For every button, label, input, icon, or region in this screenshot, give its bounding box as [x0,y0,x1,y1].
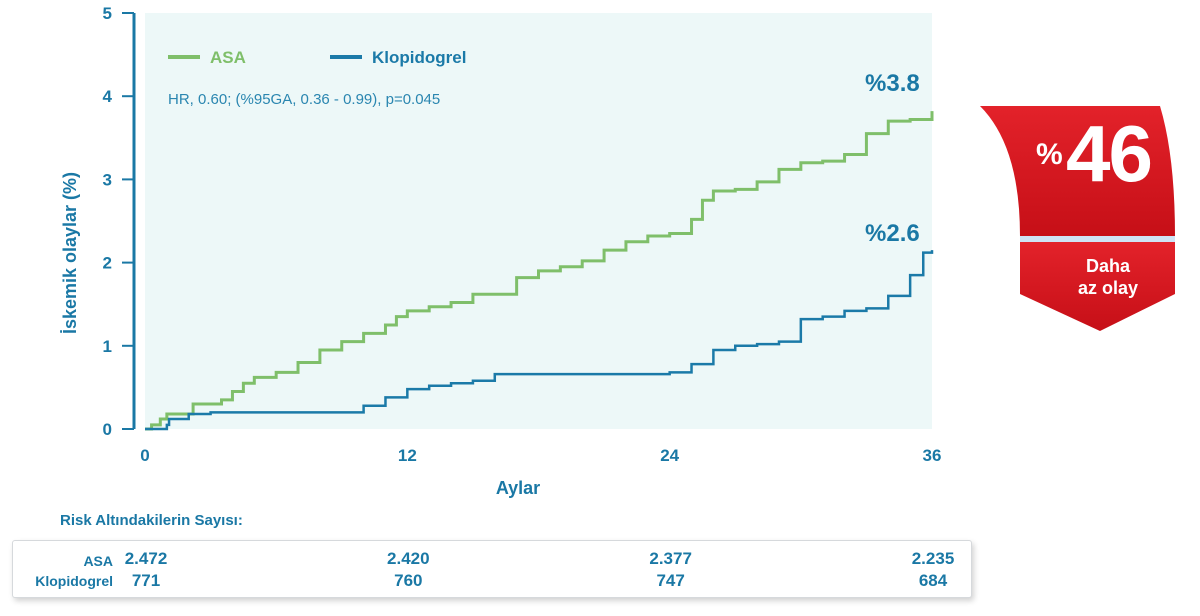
x-tick-label: 24 [660,446,679,465]
asa-end-label: %3.8 [865,70,920,97]
legend-label-klopidogrel: Klopidogrel [372,48,466,67]
risk-value: 771 [131,571,161,590]
y-tick-label: 3 [103,170,112,189]
series-layer [145,111,934,431]
x-tick-label: 12 [398,446,417,465]
legend-label-asa: ASA [210,48,246,67]
hazard-ratio-note: HR, 0.60; (%95GA, 0.36 - 0.99), p=0.045 [168,91,440,108]
y-axis-title: İskemik olaylar (%) [60,172,80,334]
y-tick-label: 0 [103,420,112,439]
y-tick-label: 5 [103,4,112,23]
x-tick-label: 36 [923,446,942,465]
y-ticks: 0 1 2 3 4 5 [103,4,134,439]
risk-value: 2.235 [911,549,955,568]
y-tick-label: 1 [103,337,112,356]
series-line-asa [145,111,934,431]
badge-percent-sign: % [1036,138,1063,171]
badge-text-line2: az olay [1077,278,1139,298]
y-tick-label: 4 [103,87,113,106]
risk-value: 684 [918,571,948,590]
risk-value: 2.420 [387,549,430,568]
plot-background [145,13,932,429]
risk-value: 760 [394,571,423,590]
badge-number: 46 [1066,109,1153,198]
risk-row-label-klopidogrel: Klopidogrel [35,573,113,589]
risk-value: 2.377 [649,549,692,568]
badge-shape [980,106,1175,331]
badge-text-line1: Daha [1085,256,1130,276]
risk-table-title: Risk Altındakilerin Sayısı: [60,512,243,529]
x-axis-title: Aylar [496,478,540,498]
reduction-badge: % 46 Daha az olay [980,96,1200,346]
legend: ASA Klopidogrel [168,48,466,67]
y-tick-label: 2 [103,254,112,273]
klopidogrel-end-label: %2.6 [865,220,920,247]
x-tick-label: 0 [140,446,149,465]
risk-value: 747 [656,571,685,590]
series-line-klopidogrel [145,250,934,431]
badge-ribbon [980,106,1175,236]
risk-row-label-asa: ASA [83,553,113,569]
risk-table: ASA Klopidogrel 2.472 2.420 2.377 2.235 771 7… [12,540,972,598]
x-ticks: 0 12 24 36 [140,446,941,465]
risk-value: 2.472 [124,549,168,568]
badge-arrow [1020,242,1175,331]
badge-divider [1020,236,1175,242]
